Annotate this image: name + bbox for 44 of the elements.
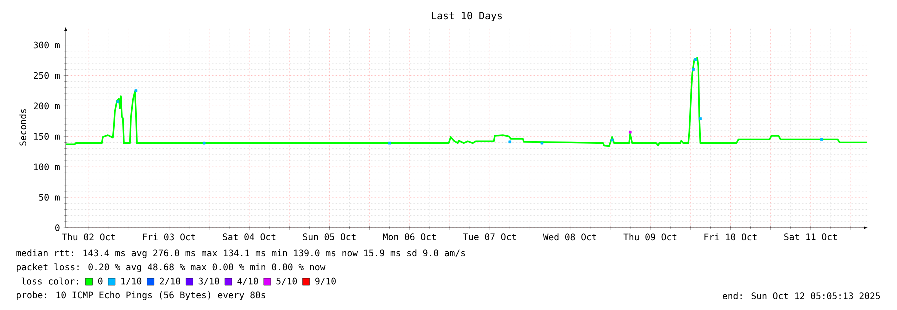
- legend-title: loss color:: [22, 278, 78, 285]
- point: [629, 130, 632, 134]
- y-tick-label: 150 m: [34, 133, 60, 140]
- y-tick-label: 0: [56, 224, 60, 232]
- y-axis-title: Seconds: [20, 109, 27, 146]
- point: [134, 90, 138, 92]
- x-tick-label: Sat 11 Oct: [784, 234, 838, 240]
- text: end: Sun Oct 12 05:05:13 2025: [722, 292, 880, 300]
- x-tick-label: Wed 08 Oct: [543, 234, 596, 241]
- text: probe: 10 ICMP Echo Pings (56 Bytes) every 80s: [17, 292, 266, 300]
- x-tick-label: Sat 04 Oct: [223, 234, 276, 240]
- y-tick-label: 100 m: [34, 164, 60, 170]
- point: [202, 142, 206, 145]
- x-tick-label: Tue 07 Oct: [463, 234, 516, 240]
- point: [610, 138, 614, 142]
- x-tick-label: Thu 09 Oct: [624, 234, 677, 241]
- y-tick-label: 50 m: [39, 194, 60, 201]
- point: [540, 142, 544, 145]
- x-tick-label: Thu 02 Oct: [62, 234, 116, 241]
- chart-title: Last 10 Days: [432, 12, 502, 22]
- legend-label: 2/10: [160, 278, 180, 286]
- text: median rtt: 143.4 ms avg 276.0 ms max 134.1 ms min 139.0 ms now 15.9 ms sd 9.0 am/s: [16, 250, 466, 258]
- legend-label: 4/10: [238, 278, 258, 286]
- line-series: [66, 57, 868, 148]
- legend-label: 3/10: [198, 278, 220, 286]
- point: [116, 100, 120, 104]
- x-tick-label: Mon 06 Oct: [383, 234, 436, 240]
- x-tick-label: Sun 05 Oct: [303, 234, 356, 240]
- point: [699, 118, 702, 120]
- point: [692, 68, 695, 72]
- point: [694, 58, 697, 62]
- legend-label: 9/10: [316, 278, 336, 286]
- legend-label: 5/10: [276, 278, 298, 286]
- legend-label: 0: [98, 278, 103, 285]
- legend-label: 1/10: [122, 278, 142, 286]
- text: packet loss: 0.20 % avg 48.68 % max 0.00 % min 0.00 % now: [17, 264, 326, 272]
- y-tick-label: 300 m: [34, 42, 60, 49]
- y-tick-label: 250 m: [34, 72, 60, 80]
- point: [388, 142, 392, 145]
- y-tick-label: 200 m: [34, 102, 60, 110]
- x-tick-label: Fri 10 Oct: [704, 234, 757, 241]
- x-tick-label: Fri 03 Oct: [143, 234, 196, 241]
- point: [508, 140, 512, 144]
- point: [820, 138, 824, 142]
